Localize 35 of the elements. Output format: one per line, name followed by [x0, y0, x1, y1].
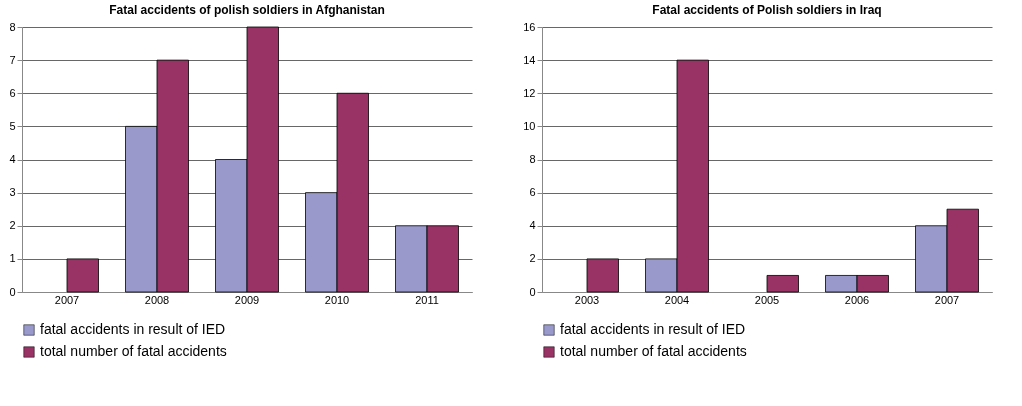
y-tick-label: 14 [523, 53, 536, 66]
y-tick-label: 4 [9, 153, 16, 165]
legend-label: fatal accidents in result of IED [40, 321, 226, 337]
chart-title: Fatal accidents of Polish soldiers in Iraq [652, 3, 882, 17]
y-tick-label: 3 [9, 186, 16, 199]
x-tick-label: 2008 [144, 293, 170, 306]
x-tick-label: 2005 [754, 293, 780, 306]
legend-label: fatal accidents in result of IED [560, 321, 746, 337]
y-tick-label: 5 [9, 119, 16, 132]
y-tick-label: 2 [9, 219, 16, 232]
x-tick-label: 2010 [324, 293, 350, 306]
legend-label: total number of fatal accidents [560, 343, 747, 359]
y-tick-label: 0 [529, 285, 536, 298]
y-tick-label: 6 [9, 86, 16, 99]
y-tick-label: 10 [523, 119, 536, 132]
y-tick-label: 8 [529, 153, 536, 165]
x-tick-label: 2006 [844, 293, 870, 306]
x-tick-label: 2011 [415, 293, 439, 306]
x-tick-label: 2004 [664, 293, 690, 306]
x-tick-label: 2009 [234, 293, 260, 306]
x-tick-label: 2003 [574, 293, 600, 306]
x-tick-label: 2007 [934, 293, 960, 306]
y-tick-label: 12 [523, 86, 536, 99]
y-tick-label: 7 [9, 53, 16, 66]
y-tick-label: 8 [9, 20, 16, 33]
x-tick-label: 2007 [54, 293, 80, 306]
y-tick-label: 0 [9, 285, 16, 298]
bar [766, 275, 799, 293]
y-tick-label: 16 [523, 20, 536, 33]
y-tick-label: 1 [9, 252, 16, 265]
legend-label: total number of fatal accidents [40, 343, 227, 359]
chart-title: Fatal accidents of polish soldiers in Afghanistan [109, 3, 385, 17]
y-tick-label: 2 [529, 252, 536, 265]
y-tick-label: 4 [529, 219, 536, 232]
y-tick-label: 6 [529, 186, 536, 199]
